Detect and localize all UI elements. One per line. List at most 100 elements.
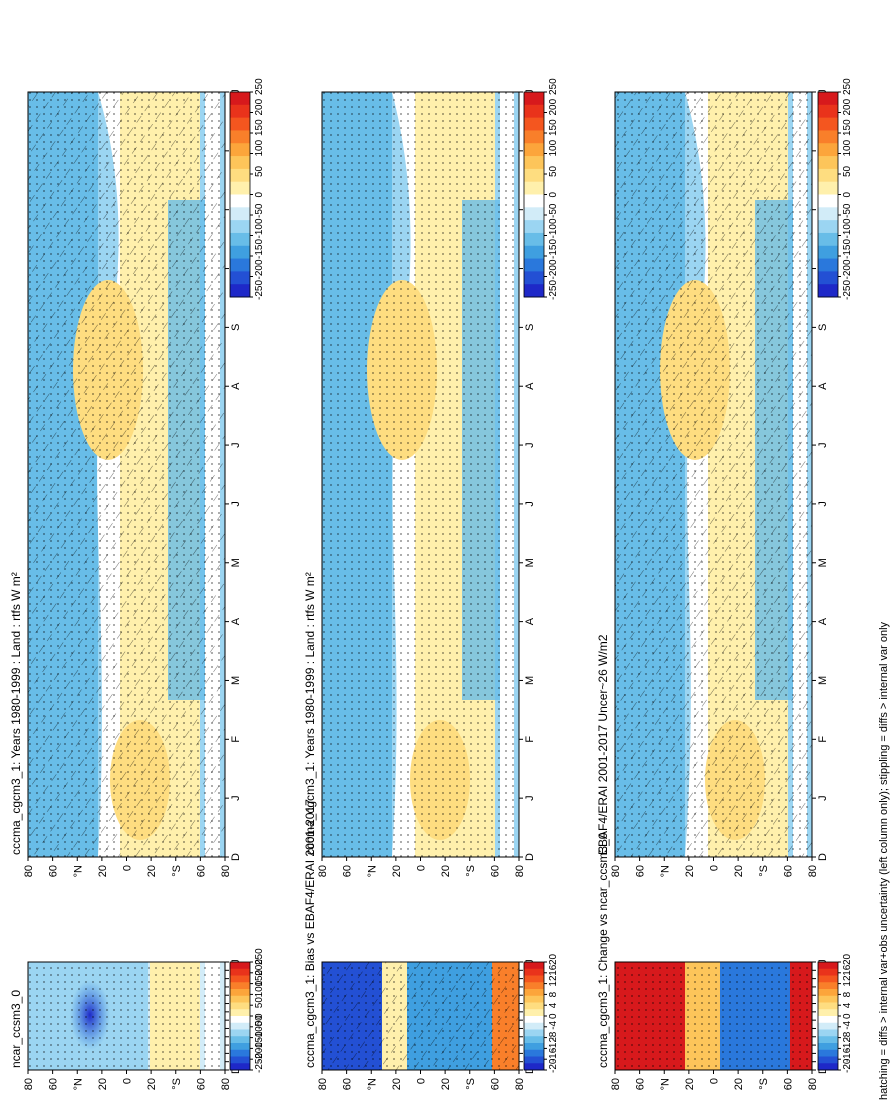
colorbar-tick-label: -50 — [254, 1015, 265, 1030]
lat-tick-label: 60 — [635, 865, 647, 877]
lat-tick-label: 0 — [122, 865, 134, 871]
colorbar-swatch — [230, 1063, 250, 1071]
colorbar-swatch — [818, 181, 838, 195]
lat-ticks-p22: 80 60 °N 20 0 20 °S 60 80 — [23, 1070, 232, 1090]
colorbar-swatch — [230, 1016, 250, 1024]
colorbar-swatch — [818, 1016, 838, 1024]
colorbar-swatch — [230, 245, 250, 260]
colorbar-tick-label: 0 — [254, 1013, 265, 1019]
colorbar-swatch — [524, 1016, 544, 1024]
colorbar-swatch — [230, 1036, 250, 1044]
title-p31: cccma_cgcm3_1: Bias vs EBAF4/ERAI 2001-2… — [303, 799, 317, 1068]
lat-tick-label: °N — [366, 1078, 378, 1090]
colorbar-tick-label: 50 — [254, 997, 265, 1009]
lat-tick-label: 60 — [195, 1078, 207, 1090]
colorbar-swatch — [230, 962, 250, 970]
colorbar-swatch — [524, 1002, 544, 1010]
colorbar-swatch — [818, 104, 838, 119]
month-tick-label: D — [230, 853, 242, 861]
colorbar-tick-label: -50 — [842, 203, 853, 218]
colorbar-tick-label: -200 — [548, 259, 559, 279]
colorbar-swatch — [524, 245, 544, 260]
lat-tick-label: 60 — [342, 865, 354, 877]
colorbar-swatch — [524, 92, 544, 106]
colorbar-swatch — [230, 92, 250, 106]
lat-tick-label: 60 — [48, 1078, 60, 1090]
colorbar-swatch — [818, 130, 838, 144]
colorbar-tick-label: -4 — [548, 1020, 559, 1029]
month-tick-label: J — [524, 501, 536, 507]
colorbar-tick-label: -12 — [548, 1037, 559, 1052]
colorbar-tick-label: 50 — [548, 165, 559, 177]
colorbar-tick-label: 16 — [842, 964, 853, 976]
colorbar-swatch — [818, 271, 838, 285]
month-tick-label: M — [230, 558, 242, 567]
colorbar-swatch — [524, 130, 544, 144]
lat-tick-label: 20 — [97, 865, 109, 877]
colorbar-tick-label: -250 — [254, 1053, 265, 1073]
colorbar-swatch — [230, 968, 250, 976]
heatmap-p21 — [614, 91, 813, 858]
colorbar-swatch — [230, 995, 250, 1003]
colorbar-swatch — [524, 968, 544, 976]
lat-tick-label: °S — [758, 865, 770, 877]
lat-tick-label: 20 — [440, 865, 452, 877]
colorbar-swatch — [818, 220, 838, 234]
colorbar-swatch — [230, 284, 250, 298]
colorbar-tick-label: 150 — [548, 119, 559, 136]
lat-tick-label: 80 — [317, 865, 329, 877]
lat-tick-label: 80 — [610, 1078, 622, 1090]
colorbar-tick-label: -250 — [548, 280, 559, 300]
month-tick-label: D — [817, 853, 829, 861]
month-tick-label: M — [817, 558, 829, 567]
lat-tick-label: 0 — [709, 1078, 721, 1084]
colorbar-tick-label: 0 — [548, 1013, 559, 1019]
colorbar-swatch — [818, 1043, 838, 1051]
month-tick-label: F — [230, 736, 242, 743]
lat-tick-label: 20 — [684, 1078, 696, 1090]
colorbar-swatch — [818, 982, 838, 990]
month-tick-label: J — [230, 795, 242, 801]
colorbar-tick-label: -20 — [548, 1058, 559, 1073]
colorbar-swatch — [524, 284, 544, 298]
colorbar-tick-label: -12 — [842, 1037, 853, 1052]
colorbar-swatch — [818, 995, 838, 1003]
colorbar-swatch — [818, 1022, 838, 1030]
colorbar-tick-label: 20 — [548, 953, 559, 965]
lat-tick-label: 20 — [97, 1078, 109, 1090]
colorbar-swatch — [524, 1049, 544, 1057]
lat-tick-label: 20 — [146, 1078, 158, 1090]
colorbar-tick-label: 12 — [548, 975, 559, 987]
colorbar-tick-label: -150 — [254, 1031, 265, 1051]
colorbar-swatch — [818, 194, 838, 208]
lat-tick-label: °S — [465, 865, 477, 877]
colorbar-tick-label: -16 — [842, 1047, 853, 1062]
colorbar-tick-label: 0 — [548, 192, 559, 198]
colorbar-tick-label: 0 — [842, 1013, 853, 1019]
colorbar-swatch — [524, 168, 544, 183]
month-tick-label: J — [817, 795, 829, 801]
colorbar-swatch — [818, 232, 838, 247]
colorbar-tick-label: 200 — [548, 98, 559, 115]
colorbar-tick-label: -200 — [842, 259, 853, 279]
colorbar-swatch — [524, 975, 544, 983]
colorbar-swatch — [524, 989, 544, 997]
lat-tick-label: 20 — [391, 865, 403, 877]
colorbar-swatch — [230, 220, 250, 234]
title-p21: EBAF4/ERAI 2001-2017 Uncer~26 W/m2 — [596, 634, 610, 855]
colorbar-swatch — [230, 1049, 250, 1057]
colorbar-swatch — [230, 271, 250, 285]
colorbar-swatch — [230, 168, 250, 183]
colorbar-swatch — [230, 982, 250, 990]
colorbar-swatch — [818, 1029, 838, 1037]
colorbar-swatch — [524, 1022, 544, 1030]
colorbar-tick-label: -100 — [254, 1020, 265, 1040]
colorbar-tick-label: 0 — [254, 192, 265, 198]
colorbar-swatch — [524, 995, 544, 1003]
colorbar-tick-label: -250 — [842, 280, 853, 300]
colorbar-swatch — [524, 1036, 544, 1044]
month-tick-label: S — [817, 324, 829, 331]
